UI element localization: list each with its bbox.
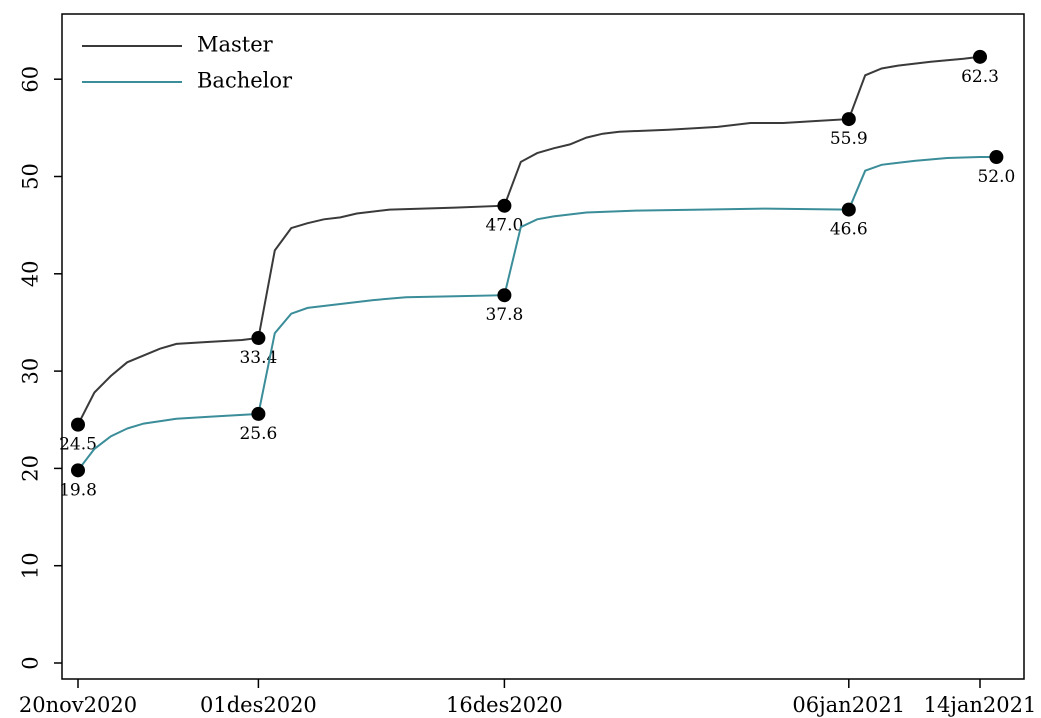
x-axis: 20nov2020 01des2020 16des2020 06jan2021 14ja… [19, 679, 1036, 717]
data-point-master [71, 417, 85, 432]
data-point-master [973, 49, 987, 64]
y-tick-label: 50 [19, 163, 43, 190]
x-tick-label: 01des2020 [200, 693, 317, 717]
y-tick-label: 0 [19, 656, 43, 669]
plot-frame [61, 13, 1025, 680]
y-tick-label: 30 [19, 358, 43, 385]
y-tick-label: 20 [19, 455, 43, 482]
series-line-master [77, 55, 981, 426]
y-tick-label: 10 [19, 552, 43, 579]
x-tick-label: 20nov2020 [19, 693, 137, 717]
x-tick-label: 06jan2021 [792, 693, 905, 717]
data-point-bachelor [841, 202, 856, 217]
y-tick-label: 40 [19, 260, 43, 287]
y-axis: 0 10 20 30 40 50 60 [19, 66, 62, 670]
data-point-bachelor [251, 406, 266, 421]
data-point-master [251, 331, 266, 346]
x-tick-label: 16des2020 [446, 693, 563, 717]
data-label-master: 24.5 [59, 435, 97, 455]
data-point-bachelor [497, 288, 512, 303]
data-point-master [841, 112, 856, 127]
data-label-bachelor: 19.8 [59, 480, 97, 500]
data-label-bachelor: 37.8 [485, 305, 523, 325]
data-point-master [497, 198, 512, 213]
legend: Master Bachelor [82, 33, 293, 93]
series-line-bachelor [77, 156, 997, 471]
series-layer: 24.533.447.055.962.319.825.637.846.652.0 [59, 49, 1015, 500]
data-point-bachelor [71, 463, 85, 478]
data-label-bachelor: 52.0 [977, 167, 1015, 187]
data-label-master: 62.3 [961, 67, 999, 87]
data-label-bachelor: 25.6 [239, 424, 277, 444]
data-label-master: 55.9 [830, 129, 868, 149]
data-point-bachelor [989, 150, 1004, 165]
data-label-master: 47.0 [485, 216, 523, 236]
data-label-bachelor: 46.6 [830, 220, 868, 240]
legend-label-master: Master [197, 33, 274, 57]
y-tick-label: 60 [19, 66, 43, 93]
legend-label-bachelor: Bachelor [197, 69, 293, 93]
x-tick-label: 14jan2021 [924, 693, 1037, 717]
